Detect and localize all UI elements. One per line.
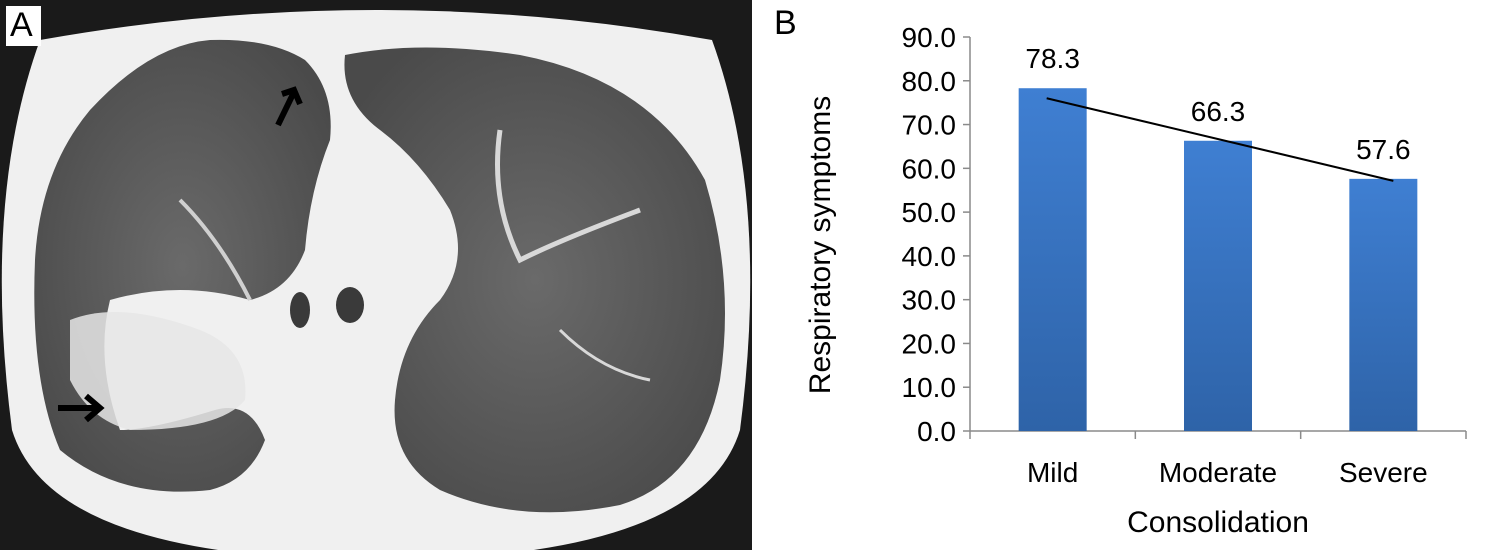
y-tick-label: 90.0 [902,22,957,53]
bar-moderate [1184,140,1252,431]
data-label-moderate: 66.3 [1191,96,1246,127]
panel-label-b: B [774,4,797,42]
y-tick-label: 40.0 [902,241,957,272]
x-tick-label-severe: Severe [1339,457,1428,488]
x-tick-label-moderate: Moderate [1159,457,1277,488]
data-label-mild: 78.3 [1025,43,1080,74]
y-tick-label: 10.0 [902,372,957,403]
bar-chart: 0.010.020.030.040.050.060.070.080.090.0 … [804,22,1467,539]
ct-scan-image [0,0,752,550]
y-tick-label: 70.0 [902,110,957,141]
ct-scan-panel: A [0,0,752,550]
arrow-icon [275,86,303,127]
y-tick-label: 30.0 [902,285,957,316]
right-lung [34,39,331,492]
arrow-icon [58,393,105,423]
y-tick-label: 50.0 [902,197,957,228]
trendline [1046,97,1394,182]
y-tick-label: 20.0 [902,328,957,359]
data-label-severe: 57.6 [1356,134,1411,165]
bar-mild [1018,88,1087,431]
x-axis: Mild Moderate Severe [969,430,1467,488]
y-tick-label: 60.0 [902,153,957,184]
bar-chart-panel: 0.0 10.0 20.0 30.0 40.0 50.0 60.0 70.0 80.0 90.0 … [760,0,1506,550]
x-tick-label-mild: Mild [1027,457,1078,488]
y-tick-label: 0.0 [917,416,956,447]
panel-label-a: A [6,6,41,46]
y-axis: 0.0 10.0 20.0 30.0 40.0 50.0 60.0 70.0 80.0 90.0 [902,22,971,447]
y-tick-label: 80.0 [902,66,957,97]
bars [1018,88,1418,431]
bar-severe [1349,178,1418,431]
y-axis-label: Respiratory symptoms [804,96,837,394]
data-labels: 78.3 66.3 57.6 [1025,43,1410,165]
x-axis-label: Consolidation [1127,506,1309,539]
trendline-line [1046,97,1394,182]
left-lung [344,47,725,513]
